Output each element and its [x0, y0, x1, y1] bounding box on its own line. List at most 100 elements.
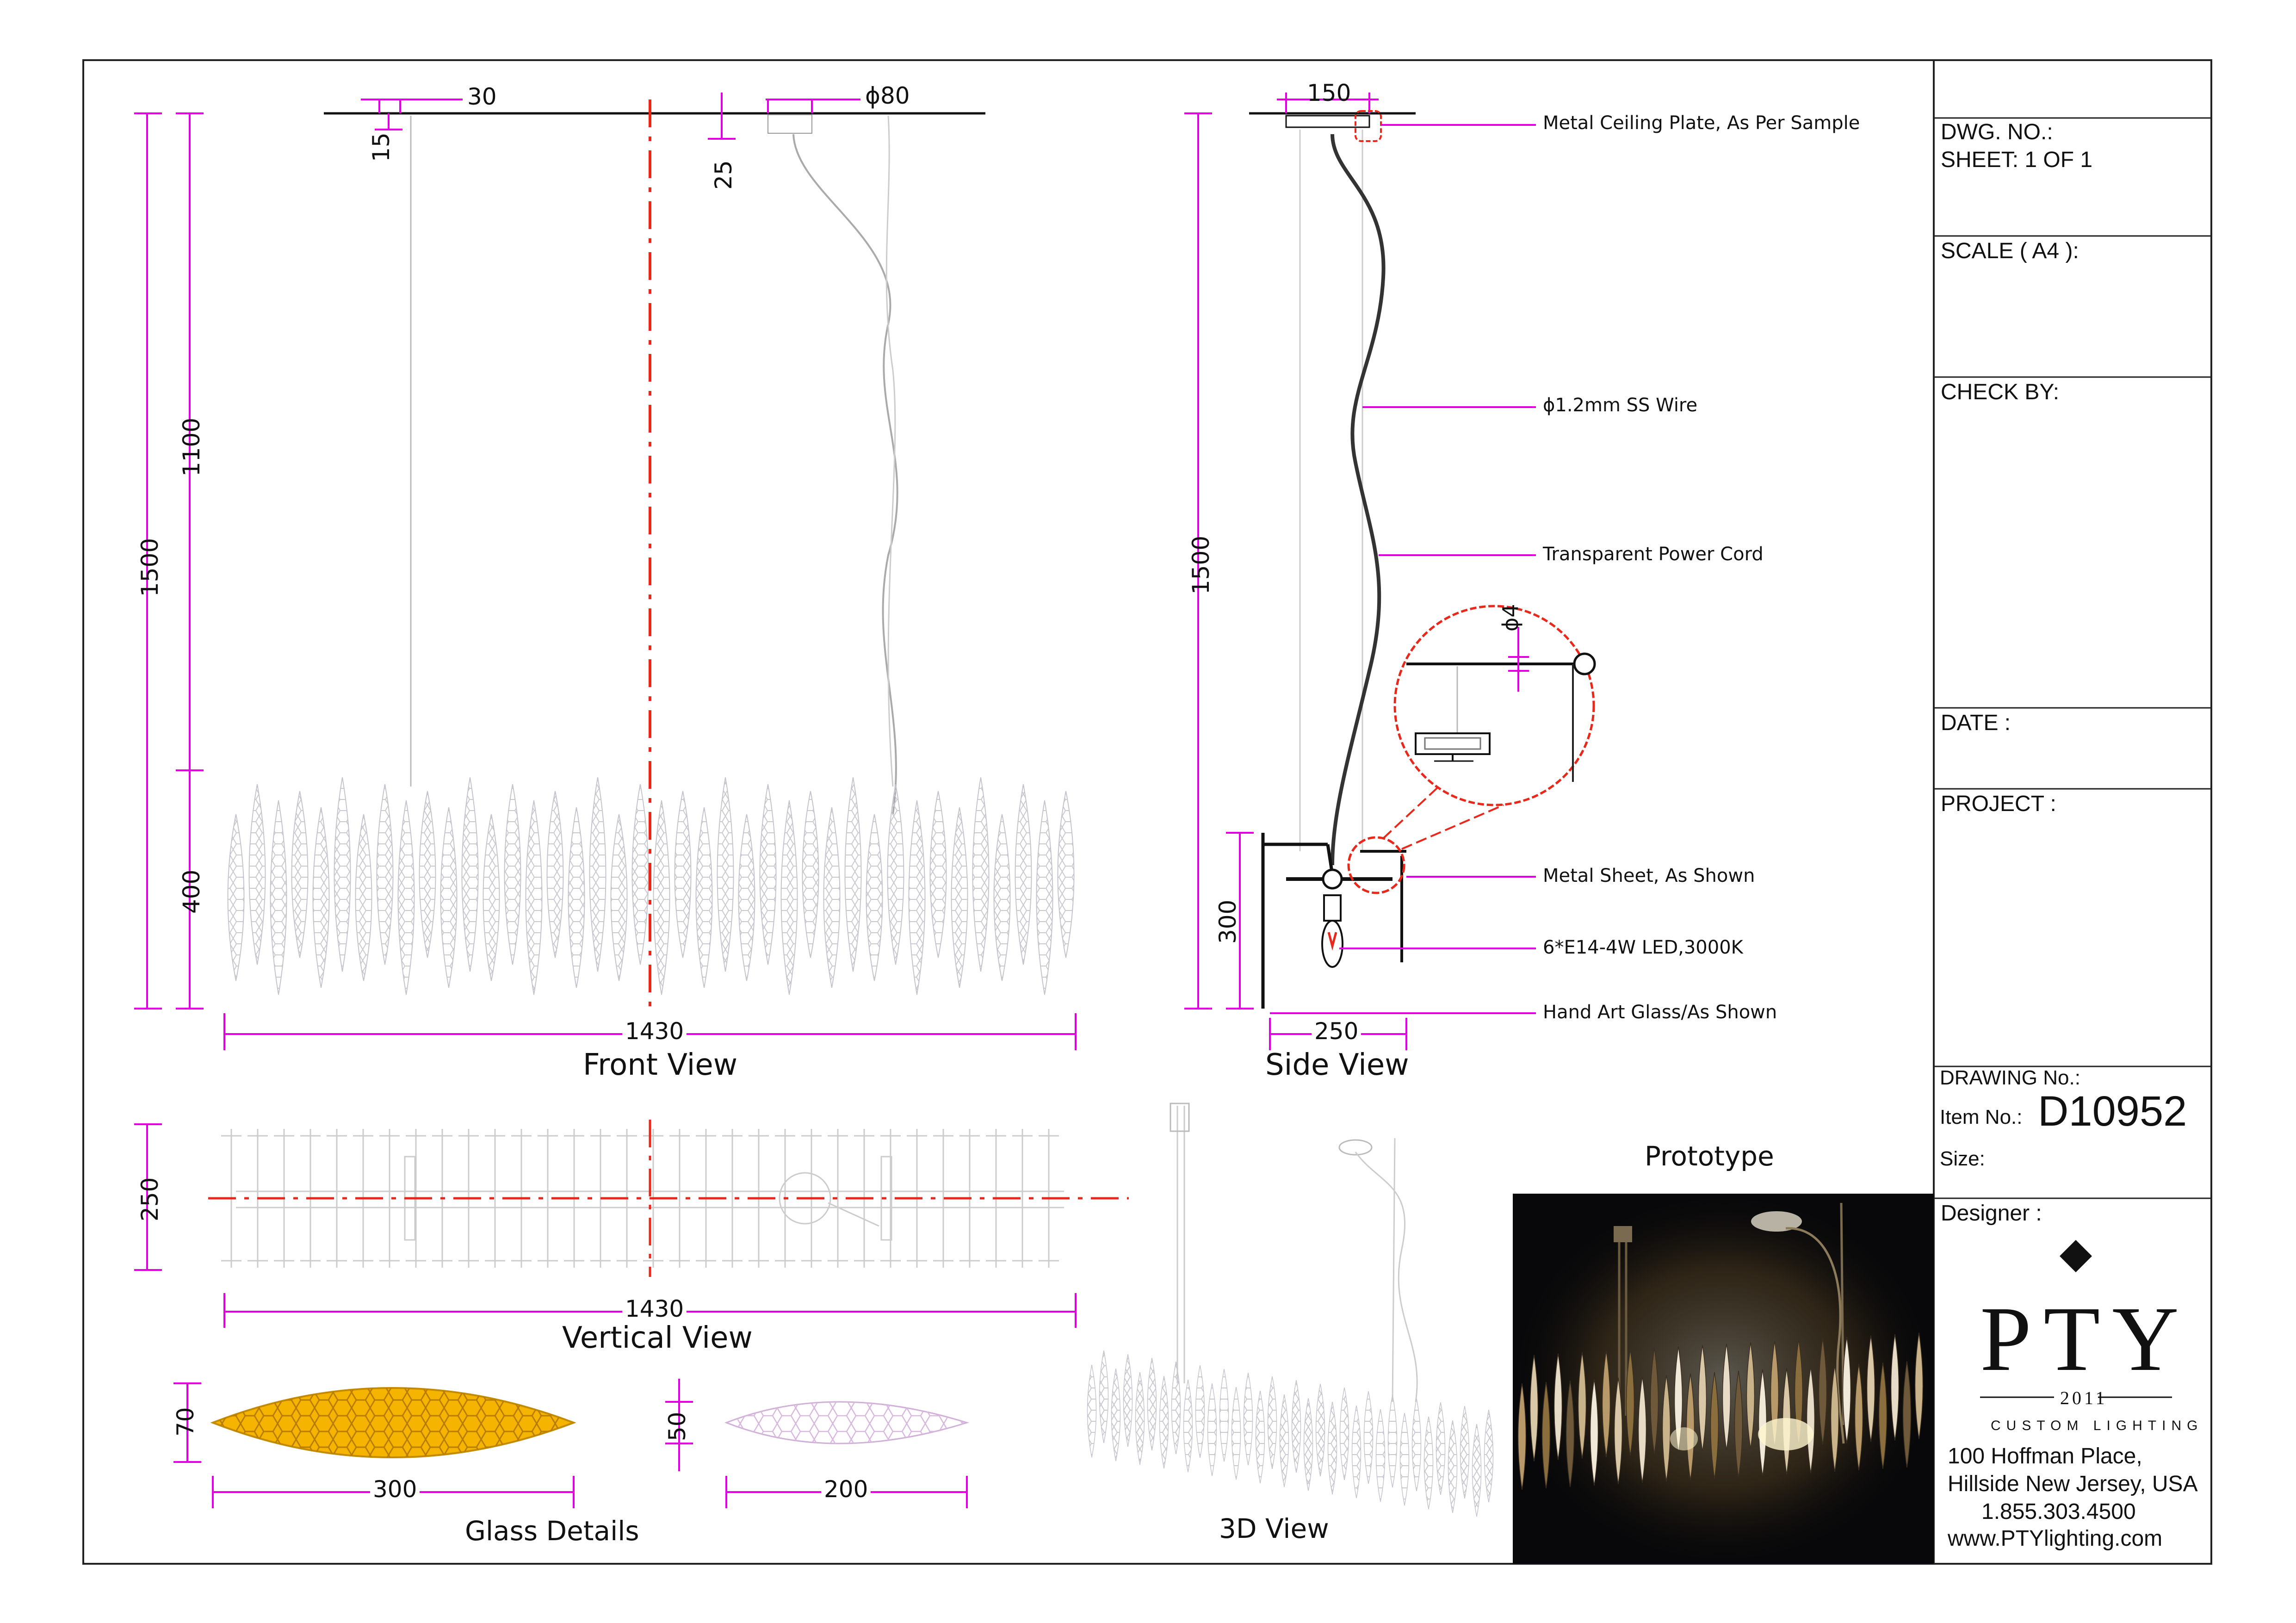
- glass-leaf: [929, 791, 947, 958]
- dim-front-15: 15: [368, 132, 395, 162]
- date-label: DATE :: [1941, 711, 2011, 735]
- three-d-leaf: [1484, 1409, 1494, 1503]
- callout-power-cord: Transparent Power Cord: [1543, 544, 1764, 565]
- glass-details-title: Glass Details: [465, 1515, 639, 1547]
- front-view-title: Front View: [583, 1048, 738, 1082]
- glass-leaf: [461, 777, 479, 972]
- dim-side-150: 150: [1307, 80, 1351, 106]
- glass-leaf: [908, 800, 926, 995]
- glass-leaf: [397, 800, 415, 995]
- project-label: PROJECT :: [1941, 792, 2056, 816]
- three-d-leaf: [1195, 1365, 1205, 1458]
- photo-leaf: [1650, 1348, 1659, 1455]
- callout-metal-sheet: Metal Sheet, As Shown: [1543, 865, 1755, 886]
- three-d-leaf: [1267, 1376, 1277, 1469]
- phone-number: 1.855.303.4500: [1981, 1499, 2136, 1524]
- three-d-leaf: [1375, 1409, 1386, 1502]
- three-d-leaf: [1243, 1372, 1253, 1466]
- photo-leaf: [1830, 1365, 1839, 1472]
- front-view-drawing: [227, 99, 1075, 1009]
- three-d-leaf: [1339, 1387, 1349, 1481]
- photo-leaf: [1806, 1366, 1815, 1474]
- dim-side-250: 250: [1312, 1018, 1362, 1045]
- three-d-leaf: [1448, 1420, 1458, 1513]
- glass-leaf: [993, 814, 1011, 981]
- vertical-view-drawing: [208, 1120, 1129, 1277]
- glass-leaf: [568, 807, 585, 988]
- photo-leaf: [1734, 1370, 1743, 1478]
- callout-ceiling-plate: Metal Ceiling Plate, As Per Sample: [1543, 112, 1860, 134]
- photo-leaf: [1890, 1334, 1900, 1441]
- item-no-value: D10952: [2038, 1088, 2187, 1135]
- glass-leaf: [546, 791, 564, 958]
- glass-leaf: [270, 800, 287, 995]
- glass-leaf: [674, 791, 692, 958]
- photo-leaf: [1626, 1349, 1635, 1456]
- three-d-view-title: 3D View: [1219, 1513, 1329, 1544]
- sheet-border: [82, 59, 2212, 1565]
- dim-front-plate-dia: ϕ80: [865, 82, 910, 109]
- dim-front-30: 30: [467, 83, 497, 110]
- glass-leaf: [1057, 791, 1075, 958]
- glass-leaf: [887, 784, 904, 965]
- glass-details-drawing: [210, 1387, 970, 1458]
- three-d-leaf: [1472, 1424, 1482, 1517]
- dim-front-1100: 1100: [178, 417, 205, 477]
- glass-leaf: [334, 777, 351, 972]
- glass-leaf: [376, 784, 394, 965]
- glass-leaf: [440, 807, 458, 988]
- three-d-leaf: [1099, 1350, 1109, 1443]
- prototype-title: Prototype: [1645, 1140, 1774, 1172]
- three-d-leaf: [1363, 1391, 1374, 1484]
- photo-leaf: [1746, 1342, 1755, 1449]
- dim-side-1500: 1500: [1188, 535, 1214, 595]
- three-d-leaf: [1387, 1394, 1398, 1488]
- designer-label: Designer :: [1941, 1201, 2042, 1226]
- glass-leaf: [951, 807, 968, 988]
- three-d-leaf: [1231, 1387, 1241, 1480]
- three-d-leaf: [1423, 1416, 1434, 1510]
- three-d-leaf: [1351, 1405, 1362, 1499]
- glass-leaf: [717, 777, 734, 972]
- photo-leaf: [1902, 1361, 1912, 1468]
- sheet-label: SHEET: 1 OF 1: [1941, 148, 2093, 172]
- dim-glass-50: 50: [664, 1412, 691, 1441]
- prototype-photo: [1513, 1194, 1934, 1564]
- dim-glass-300: 300: [370, 1476, 420, 1503]
- glass-leaf: [972, 777, 990, 972]
- pty-logo: [1980, 1240, 2172, 1398]
- photo-leaf: [1758, 1369, 1767, 1476]
- dim-glass-70: 70: [172, 1407, 199, 1437]
- three-d-leaf: [1436, 1402, 1446, 1495]
- glass-leaf: [1036, 800, 1053, 995]
- photo-leaf: [1842, 1337, 1851, 1443]
- three-d-leaf: [1399, 1412, 1410, 1506]
- callout-led: 6*E14-4W LED,3000K: [1543, 937, 1743, 958]
- glass-leaf: [844, 777, 862, 972]
- glass-leaf: [312, 807, 330, 988]
- callout-glass: Hand Art Glass/As Shown: [1543, 1002, 1777, 1023]
- photo-leaf: [1914, 1332, 1924, 1439]
- three-d-leaf: [1279, 1394, 1289, 1487]
- side-view-title: Side View: [1265, 1048, 1409, 1082]
- three-d-leaf: [1183, 1379, 1193, 1473]
- photo-leaf: [1818, 1338, 1827, 1445]
- photo-leaf: [1578, 1352, 1587, 1459]
- glass-leaf: [291, 791, 309, 958]
- photo-leaf: [1553, 1353, 1563, 1460]
- callout-wire: ϕ1.2mm SS Wire: [1543, 395, 1698, 416]
- three-d-leaf: [1159, 1375, 1169, 1469]
- pty-logo-name: PTY: [1980, 1288, 2191, 1390]
- pty-logo-year: 2011: [2060, 1388, 2108, 1408]
- photo-leaf: [1878, 1362, 1888, 1469]
- dim-vertical-1430: 1430: [622, 1295, 687, 1322]
- item-no-label: Item No.:: [1940, 1106, 2023, 1128]
- photo-leaf: [1686, 1373, 1695, 1481]
- dim-side-300: 300: [1214, 899, 1241, 944]
- dim-front-1430: 1430: [622, 1018, 687, 1045]
- glass-leaf: [610, 814, 628, 981]
- glass-leaf: [823, 807, 841, 988]
- glass-leaf: [1015, 784, 1032, 965]
- glass-leaf: [695, 807, 713, 988]
